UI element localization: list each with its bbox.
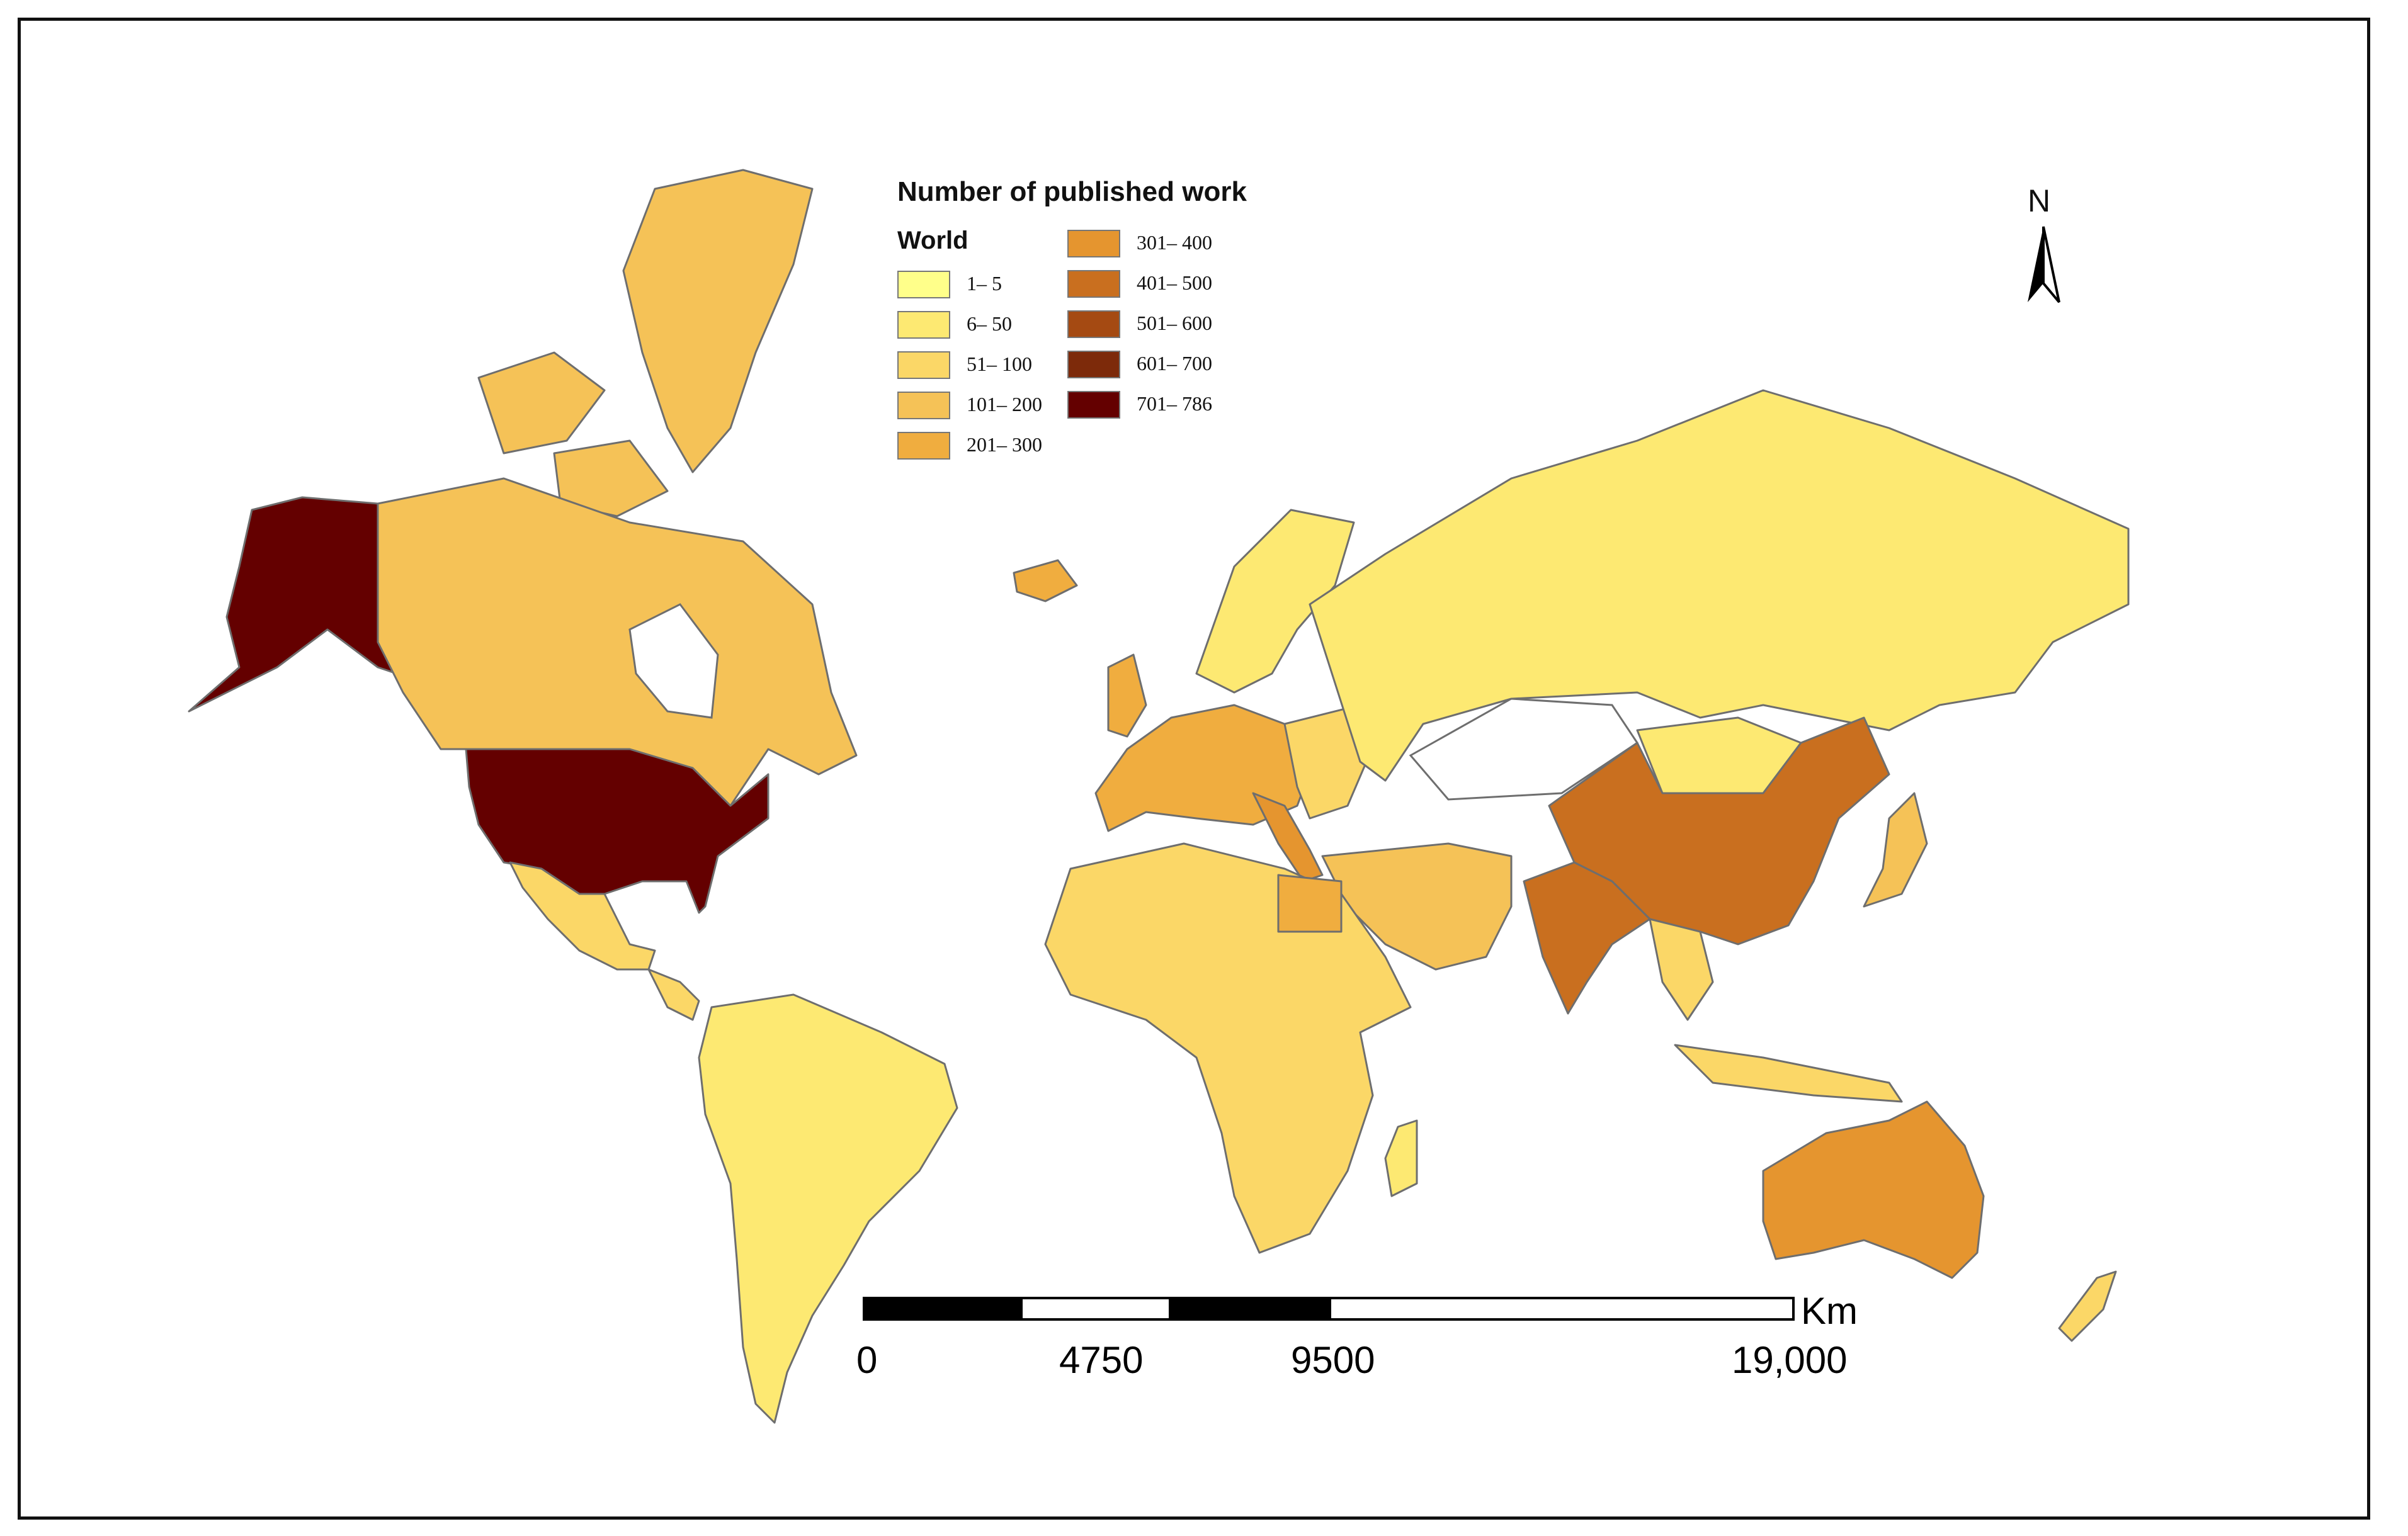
scale-tick-label: 0: [856, 1339, 878, 1381]
region-new-zealand: [2058, 1270, 2117, 1342]
legend-subtitle: World: [897, 227, 968, 254]
region-russia: [1309, 389, 2130, 782]
region-southeast-asia: [1649, 918, 1714, 1021]
region-central-america: [647, 968, 700, 1021]
region-united-states: [465, 748, 770, 914]
scale-segment: [863, 1297, 1020, 1321]
region-egypt: [1277, 874, 1343, 933]
region-canada-arctic: [477, 351, 606, 455]
legend-label: 301– 400: [1137, 231, 1212, 254]
region-iceland: [1013, 559, 1078, 602]
scale-tick-label: 19,000: [1732, 1339, 1848, 1381]
region-japan: [1863, 792, 1928, 908]
legend-label: 501– 600: [1137, 312, 1212, 334]
region-uk: [1107, 653, 1147, 738]
region-madagascar: [1384, 1119, 1418, 1197]
legend-label: 201– 300: [967, 433, 1042, 456]
legend-swatch: [1067, 310, 1120, 338]
region-canada: [377, 477, 858, 807]
region-india: [1523, 861, 1651, 1015]
north-arrow: N: [2015, 183, 2072, 321]
legend-label: 101– 200: [967, 393, 1042, 415]
legend-swatch: [897, 311, 950, 339]
region-scandinavia: [1195, 509, 1355, 694]
scale-bar: Km 0 4750 9500 19,000: [856, 1290, 1883, 1391]
legend-swatch: [897, 432, 950, 460]
scale-tick-label: 9500: [1291, 1339, 1375, 1381]
legend-label: 6– 50: [967, 312, 1012, 335]
region-south-america: [698, 993, 958, 1424]
scale-unit: Km: [1801, 1290, 1858, 1332]
legend-swatch: [1067, 270, 1120, 298]
north-label: N: [2028, 183, 2051, 218]
scale-segment: [1329, 1297, 1795, 1321]
hudson-bay: [628, 603, 719, 719]
legend-title: Number of published work: [897, 176, 1247, 207]
legend-swatch: [1067, 230, 1120, 257]
legend-swatch: [897, 351, 950, 379]
legend-swatch: [897, 271, 950, 298]
legend-label: 701– 786: [1137, 392, 1212, 415]
region-italy: [1252, 792, 1324, 883]
region-canada-arctic-2: [553, 439, 669, 517]
region-indonesia: [1674, 1044, 1903, 1103]
legend-label: 401– 500: [1137, 271, 1212, 294]
legend: Number of published work World 1– 5 6– 50…: [897, 176, 1338, 472]
legend-swatch: [897, 392, 950, 419]
region-greenland: [622, 169, 814, 473]
scale-segment: [1171, 1297, 1329, 1321]
legend-label: 601– 700: [1137, 352, 1212, 375]
legend-swatch: [1067, 351, 1120, 378]
north-arrow-icon: [2028, 226, 2060, 303]
legend-label: 1– 5: [967, 272, 1002, 295]
scale-segment: [1020, 1297, 1171, 1321]
region-mexico: [509, 861, 656, 971]
scale-tick-label: 4750: [1059, 1339, 1144, 1381]
region-middle-east: [1321, 842, 1513, 971]
legend-label: 51– 100: [967, 353, 1032, 375]
legend-swatch: [1067, 391, 1120, 419]
region-australia: [1762, 1100, 1985, 1279]
